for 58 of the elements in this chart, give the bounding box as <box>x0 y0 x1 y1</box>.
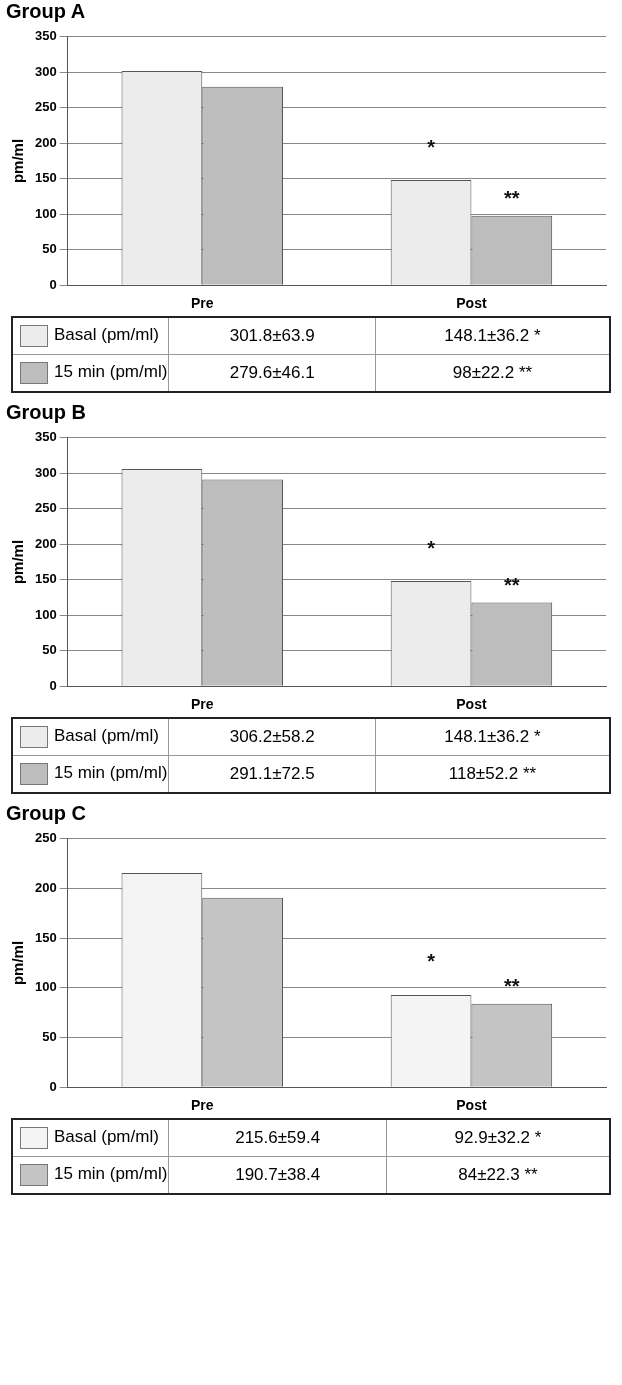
y-tick-label: 250 <box>34 99 57 115</box>
y-tick-label: 150 <box>34 929 57 945</box>
y-tick-label: 350 <box>34 429 57 445</box>
legend-label: 15 min (pm/ml) <box>54 1164 168 1184</box>
x-tick-label: Pre <box>190 295 214 312</box>
y-axis-title: pm/ml <box>9 940 27 986</box>
data-label: 190.7±38.4 <box>168 1156 387 1194</box>
y-tick-label: 50 <box>42 1029 57 1045</box>
chart-title: Group B <box>6 401 87 425</box>
y-tick-label: 200 <box>34 880 57 896</box>
data-label: 118±52.2 ** <box>375 755 610 793</box>
annotation: ** <box>504 975 520 998</box>
x-tick-label: Pre <box>190 696 214 713</box>
chart-title: Group A <box>6 0 87 24</box>
data-label: 291.1±72.5 <box>168 755 376 793</box>
annotation: * <box>427 536 436 559</box>
y-tick-label: 50 <box>42 241 57 257</box>
y-axis-title: pm/ml <box>9 539 27 585</box>
y-tick-label: 250 <box>34 500 57 516</box>
y-axis-title: pm/ml <box>9 138 27 184</box>
y-tick-label: 0 <box>49 1078 57 1094</box>
annotation: ** <box>504 573 520 596</box>
data-label: 279.6±46.1 <box>168 354 376 392</box>
y-tick-label: 100 <box>34 205 57 221</box>
y-tick-label: 150 <box>34 571 57 587</box>
y-tick-label: 250 <box>34 830 57 846</box>
data-label: 215.6±59.4 <box>168 1119 387 1157</box>
x-tick-label: Post <box>456 1097 487 1114</box>
x-tick-label: Pre <box>190 1097 214 1114</box>
data-label: 301.8±63.9 <box>168 317 376 355</box>
y-tick-label: 100 <box>34 979 57 995</box>
data-label: 92.9±32.2 * <box>386 1119 610 1157</box>
legend-label: Basal (pm/ml) <box>54 726 159 746</box>
y-tick-label: 100 <box>34 606 57 622</box>
annotation: * <box>427 950 436 973</box>
legend-label: Basal (pm/ml) <box>54 325 159 345</box>
data-label: 148.1±36.2 * <box>375 317 610 355</box>
data-label: 148.1±36.2 * <box>375 718 610 756</box>
data-label: 98±22.2 ** <box>375 354 610 392</box>
y-tick-label: 0 <box>49 276 57 292</box>
y-tick-label: 200 <box>34 134 57 150</box>
chart-title: Group C <box>6 802 87 826</box>
y-tick-label: 350 <box>34 28 57 44</box>
y-tick-label: 300 <box>34 464 57 480</box>
y-tick-label: 300 <box>34 63 57 79</box>
annotation: * <box>427 135 436 158</box>
data-label: 84±22.3 ** <box>386 1156 610 1194</box>
x-tick-label: Post <box>456 696 487 713</box>
text: Basal (pm/ml) <box>54 1127 159 1147</box>
y-tick-label: 0 <box>49 677 57 693</box>
legend-label: 15 min (pm/ml) <box>54 763 168 783</box>
x-tick-label: Post <box>456 295 487 312</box>
annotation: ** <box>504 187 520 210</box>
y-tick-label: 200 <box>34 535 57 551</box>
y-tick-label: 50 <box>42 642 57 658</box>
y-tick-label: 150 <box>34 170 57 186</box>
legend-label: 15 min (pm/ml) <box>54 362 168 382</box>
data-label: 306.2±58.2 <box>168 718 376 756</box>
